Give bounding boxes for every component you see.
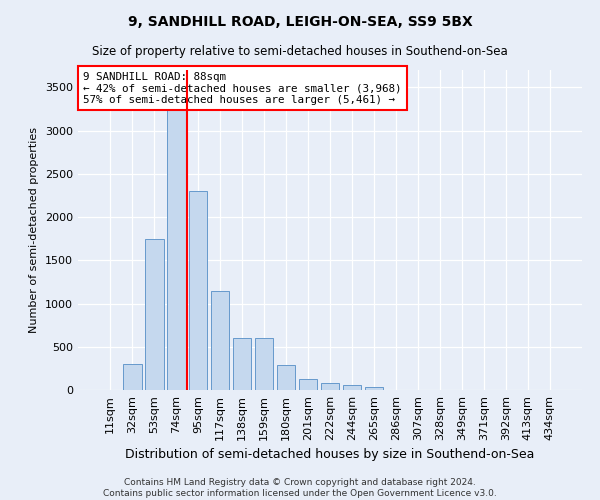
Bar <box>145 238 164 390</box>
Bar <box>299 379 317 390</box>
Bar <box>255 338 274 390</box>
Bar <box>123 364 142 390</box>
Bar <box>320 383 340 390</box>
Bar <box>167 92 185 390</box>
Bar <box>211 290 229 390</box>
Text: 9, SANDHILL ROAD, LEIGH-ON-SEA, SS9 5BX: 9, SANDHILL ROAD, LEIGH-ON-SEA, SS9 5BX <box>128 15 472 29</box>
Bar <box>365 386 383 390</box>
Y-axis label: Number of semi-detached properties: Number of semi-detached properties <box>29 127 40 333</box>
Text: Contains HM Land Registry data © Crown copyright and database right 2024.
Contai: Contains HM Land Registry data © Crown c… <box>103 478 497 498</box>
Bar <box>233 338 251 390</box>
Text: Size of property relative to semi-detached houses in Southend-on-Sea: Size of property relative to semi-detach… <box>92 45 508 58</box>
Bar <box>343 385 361 390</box>
Text: 9 SANDHILL ROAD: 88sqm
← 42% of semi-detached houses are smaller (3,968)
57% of : 9 SANDHILL ROAD: 88sqm ← 42% of semi-det… <box>83 72 401 105</box>
Bar <box>277 365 295 390</box>
X-axis label: Distribution of semi-detached houses by size in Southend-on-Sea: Distribution of semi-detached houses by … <box>125 448 535 462</box>
Bar <box>189 191 208 390</box>
